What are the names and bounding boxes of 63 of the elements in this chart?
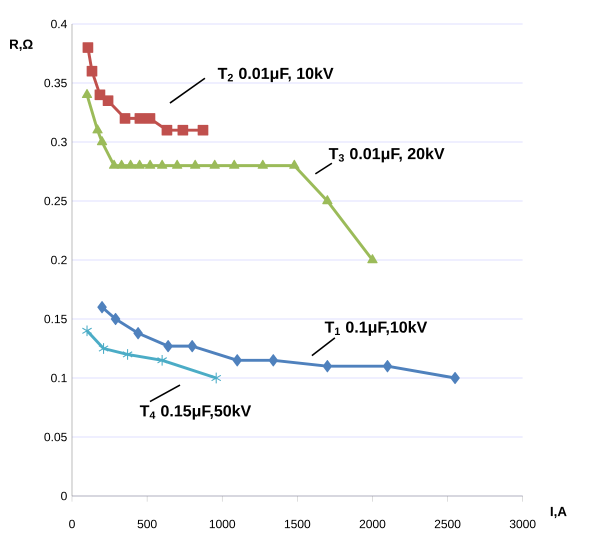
point	[187, 340, 197, 352]
point	[134, 160, 145, 169]
point	[289, 160, 300, 169]
y-tick-label: 0.2	[51, 256, 67, 264]
point	[268, 354, 278, 366]
point	[116, 160, 127, 169]
point	[172, 160, 182, 169]
point	[82, 42, 94, 53]
y-tick-label: 0.4	[51, 20, 67, 28]
point	[322, 195, 333, 204]
point	[82, 88, 92, 98]
point	[163, 340, 173, 352]
point	[144, 160, 156, 169]
point	[382, 360, 392, 372]
point	[190, 160, 200, 169]
y-tick-label: 0.1	[51, 374, 67, 382]
point	[108, 160, 120, 169]
y-tick-label: 0.3	[51, 138, 67, 146]
x-tick-label: 2000	[360, 520, 386, 528]
text: T$_{2}$ 0.01μF, 10kV	[218, 67, 334, 82]
x-tick-label: 3000	[510, 520, 536, 528]
y-tick-label: 0.05	[44, 432, 67, 442]
x-tick-label: 500	[138, 520, 157, 528]
point	[232, 354, 242, 366]
point	[198, 124, 208, 136]
x-tick-label: 2500	[434, 520, 460, 528]
point	[450, 372, 460, 384]
point	[367, 254, 378, 264]
point	[210, 160, 220, 169]
point	[229, 160, 240, 169]
point	[122, 348, 133, 360]
x-tick-label: 0	[69, 520, 75, 528]
series-label: T$_{3}$ 0.01μF, 20kV	[328, 148, 445, 162]
point	[92, 124, 103, 134]
text: T$_{4}$ 0.15μF,50kV	[140, 404, 252, 420]
x-tick-label: 1500	[284, 520, 310, 528]
y-tick-label: 0.15	[44, 314, 67, 324]
y-tick-label: 0.25	[44, 196, 67, 206]
point	[110, 312, 120, 326]
point	[82, 324, 92, 337]
point	[156, 354, 168, 366]
series-label: T$_{1}$ 0.1μF,10kV	[324, 321, 428, 336]
point	[86, 66, 98, 77]
y-tick-label: 0.35	[44, 78, 67, 88]
point	[120, 113, 130, 124]
point	[156, 160, 168, 169]
point	[178, 124, 188, 136]
point	[97, 301, 107, 314]
point	[211, 372, 222, 384]
point	[134, 113, 146, 124]
point	[125, 160, 136, 169]
point	[96, 136, 108, 146]
x-axis-title: I,A	[550, 506, 567, 518]
point	[322, 360, 332, 372]
y-tick-label: 0	[61, 492, 67, 500]
point	[102, 95, 114, 106]
y-axis-title: R,Ω	[10, 40, 33, 51]
point	[144, 113, 156, 124]
point	[98, 342, 109, 354]
point	[162, 124, 172, 136]
point	[133, 327, 143, 340]
point	[258, 160, 268, 169]
x-tick-label: 1000	[210, 520, 236, 528]
